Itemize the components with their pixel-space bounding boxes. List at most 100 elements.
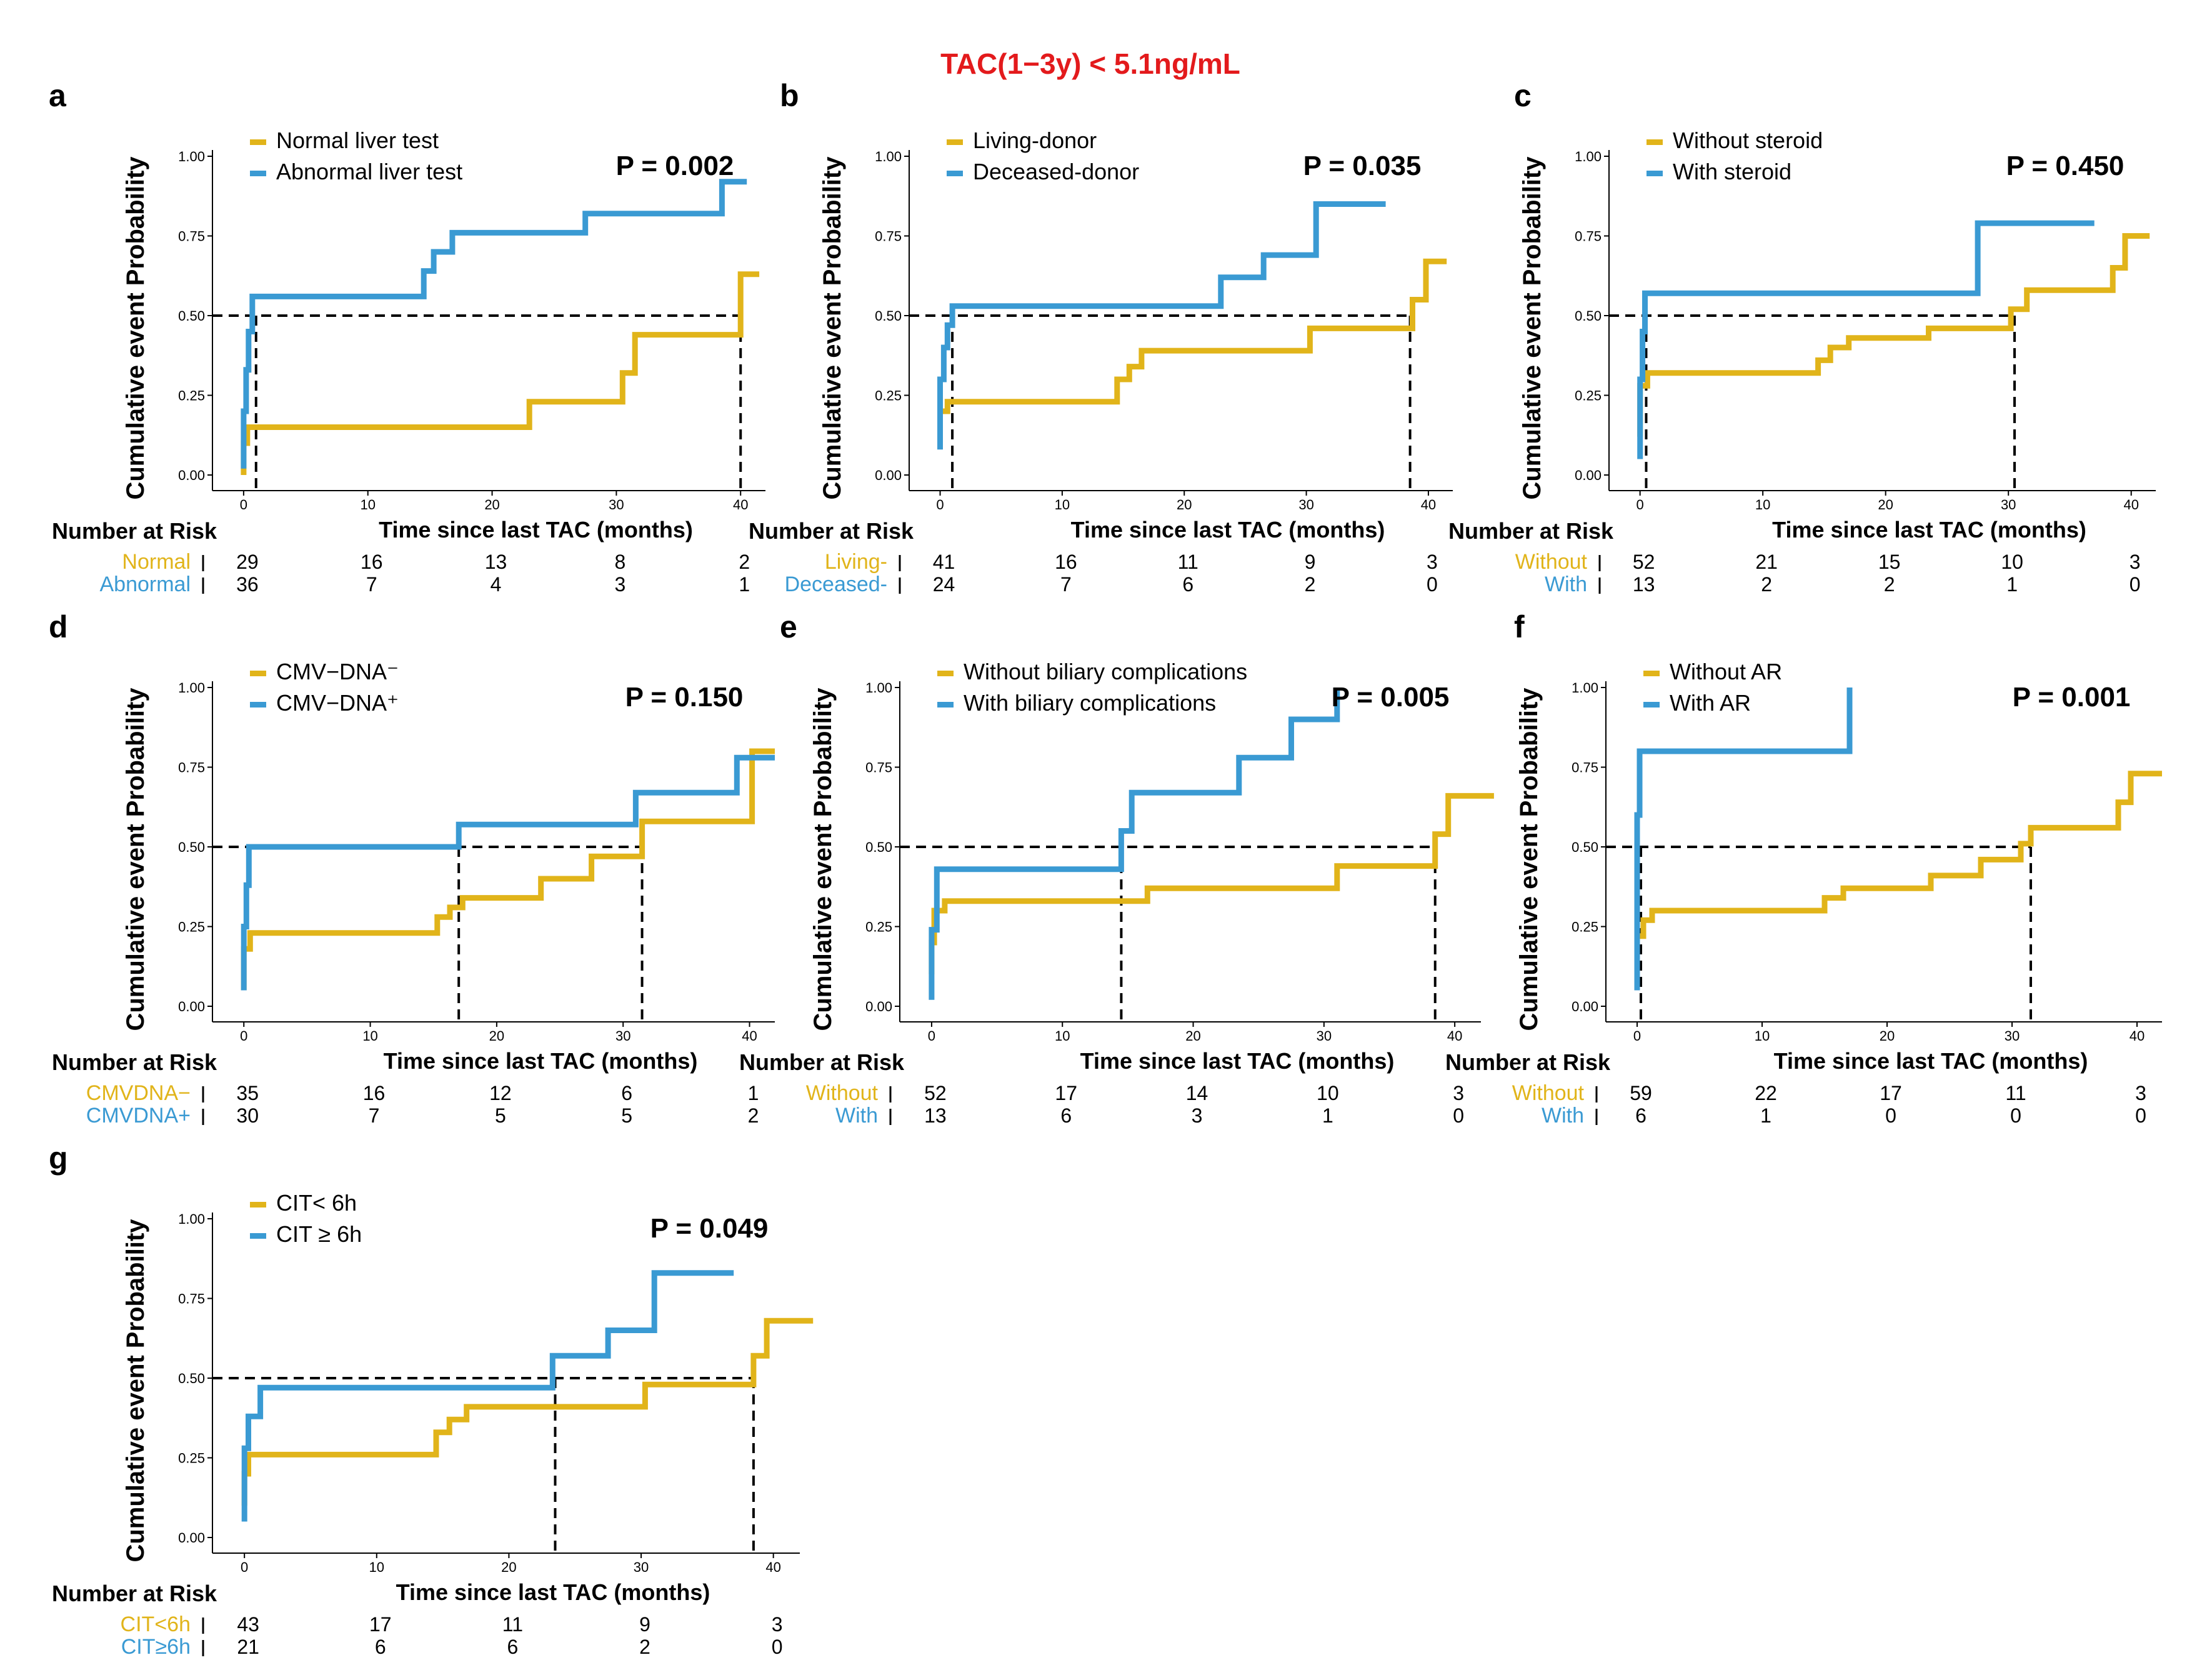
risk-count: 52	[924, 1082, 947, 1104]
p-value: P = 0.001	[2013, 682, 2131, 712]
series-line-group2	[241, 1270, 734, 1522]
legend-label: Without biliary complications	[964, 659, 1247, 684]
x-tick-label: 20	[489, 1028, 504, 1044]
risk-count: 16	[363, 1082, 386, 1104]
risk-count: 3	[1453, 1082, 1464, 1104]
y-tick-label: 1.00	[178, 1211, 205, 1227]
y-tick-label: 0.50	[875, 308, 902, 324]
p-value: P = 0.049	[650, 1213, 769, 1244]
risk-table-title: Number at Risk	[52, 1049, 217, 1075]
x-tick-label: 40	[733, 497, 748, 512]
y-axis-label: Cumulative event Probability	[809, 688, 837, 1031]
risk-count: 6	[1182, 573, 1193, 596]
y-tick-label: 0.75	[1572, 760, 1598, 776]
risk-group-label: With	[835, 1104, 878, 1128]
risk-count: 7	[1060, 573, 1072, 596]
p-value: P = 0.450	[2006, 151, 2125, 181]
legend-swatch	[250, 1233, 266, 1239]
risk-group-label: Living-	[825, 550, 887, 574]
x-tick-label: 40	[2130, 1028, 2145, 1044]
risk-table-title: Number at Risk	[52, 518, 217, 544]
risk-count: 1	[748, 1082, 759, 1104]
risk-group-label: With	[1545, 572, 1587, 596]
x-axis-label: Time since last TAC (months)	[1774, 1048, 2088, 1074]
legend-swatch	[250, 171, 266, 176]
legend-swatch	[1647, 171, 1663, 176]
panel-b: b Cumulative event Probability 0.00 0.25 0.5…	[749, 78, 1453, 596]
risk-count: 11	[502, 1613, 523, 1636]
p-value: P = 0.005	[1332, 682, 1450, 712]
legend-label: Abnormal liver test	[276, 159, 462, 184]
risk-count: 2	[739, 551, 750, 573]
risk-count: 22	[1755, 1082, 1777, 1104]
legend-label: With AR	[1670, 690, 1751, 716]
y-tick-label: 0.75	[865, 760, 892, 776]
x-tick-label: 20	[501, 1559, 516, 1575]
legend-swatch	[250, 139, 266, 145]
y-axis-label: Cumulative event Probability	[122, 1219, 149, 1562]
risk-count: 10	[2001, 551, 2023, 573]
panel-letter: a	[49, 78, 67, 113]
risk-table-title: Number at Risk	[1448, 518, 1614, 544]
series-line-group1	[1634, 771, 2162, 991]
legend-label: CMV−DNA⁺	[276, 690, 399, 716]
legend-label: CIT ≥ 6h	[276, 1221, 362, 1247]
panel-d: d Cumulative event Probability 0.00 0.25 0.5…	[49, 609, 775, 1128]
x-tick-label: 20	[1185, 1028, 1200, 1044]
legend-swatch	[250, 702, 266, 708]
risk-count: 52	[1633, 551, 1655, 573]
p-value: P = 0.150	[625, 682, 744, 712]
y-tick-label: 0.50	[178, 1371, 205, 1386]
series-line-group1	[1637, 233, 2150, 437]
x-tick-label: 0	[1637, 497, 1644, 512]
panel-a: a Cumulative event Probability 0.00 0.25 0.5…	[49, 78, 765, 596]
y-tick-label: 0.00	[1575, 468, 1602, 483]
series-line-group1	[929, 792, 1494, 974]
x-tick-label: 10	[1755, 1028, 1770, 1044]
risk-count: 12	[489, 1082, 512, 1104]
x-tick-label: 40	[1447, 1028, 1462, 1044]
risk-group-label: Without	[806, 1081, 879, 1105]
x-axis-label: Time since last TAC (months)	[1772, 517, 2086, 542]
risk-count: 15	[1878, 551, 1901, 573]
risk-group-label: CIT≥6h	[121, 1635, 191, 1659]
series-line-group1	[241, 748, 775, 991]
series-line-group1	[937, 258, 1447, 437]
risk-group-label: CIT<6h	[121, 1612, 191, 1636]
risk-count: 29	[236, 551, 259, 573]
y-axis-label: Cumulative event Probability	[819, 156, 846, 500]
risk-count: 6	[1635, 1104, 1647, 1127]
risk-table-title: Number at Risk	[739, 1049, 905, 1075]
risk-count: 2	[1305, 573, 1316, 596]
y-tick-label: 0.50	[178, 308, 205, 324]
x-tick-label: 10	[1755, 497, 1770, 512]
y-axis-label: Cumulative event Probability	[1518, 156, 1546, 500]
risk-table-title: Number at Risk	[1445, 1049, 1611, 1075]
series-line-group2	[1637, 220, 2095, 459]
series-line-group1	[241, 271, 760, 475]
risk-count: 6	[375, 1636, 386, 1658]
y-tick-label: 1.00	[1572, 680, 1598, 696]
y-tick-label: 0.50	[865, 839, 892, 855]
risk-count: 10	[1317, 1082, 1339, 1104]
legend-swatch	[1643, 702, 1660, 708]
x-tick-label: 30	[1298, 497, 1313, 512]
risk-count: 0	[2010, 1104, 2021, 1127]
risk-count: 3	[772, 1613, 783, 1636]
risk-count: 13	[924, 1104, 947, 1127]
y-tick-label: 0.00	[865, 999, 892, 1014]
y-tick-label: 0.75	[1575, 229, 1602, 244]
y-axis-label: Cumulative event Probability	[1515, 688, 1543, 1031]
panel-f: f Cumulative event Probability 0.00 0.25 0.5…	[1445, 609, 2162, 1128]
y-tick-label: 0.75	[178, 1291, 205, 1307]
risk-count: 7	[366, 573, 377, 596]
risk-count: 14	[1186, 1082, 1208, 1104]
y-tick-label: 0.25	[865, 919, 892, 935]
x-tick-label: 10	[362, 1028, 377, 1044]
x-tick-label: 30	[1317, 1028, 1332, 1044]
risk-count: 0	[1453, 1104, 1464, 1127]
y-tick-label: 0.00	[1572, 999, 1598, 1014]
risk-count: 3	[2130, 551, 2141, 573]
risk-count: 59	[1630, 1082, 1652, 1104]
risk-group-label: CMVDNA−	[86, 1081, 191, 1105]
